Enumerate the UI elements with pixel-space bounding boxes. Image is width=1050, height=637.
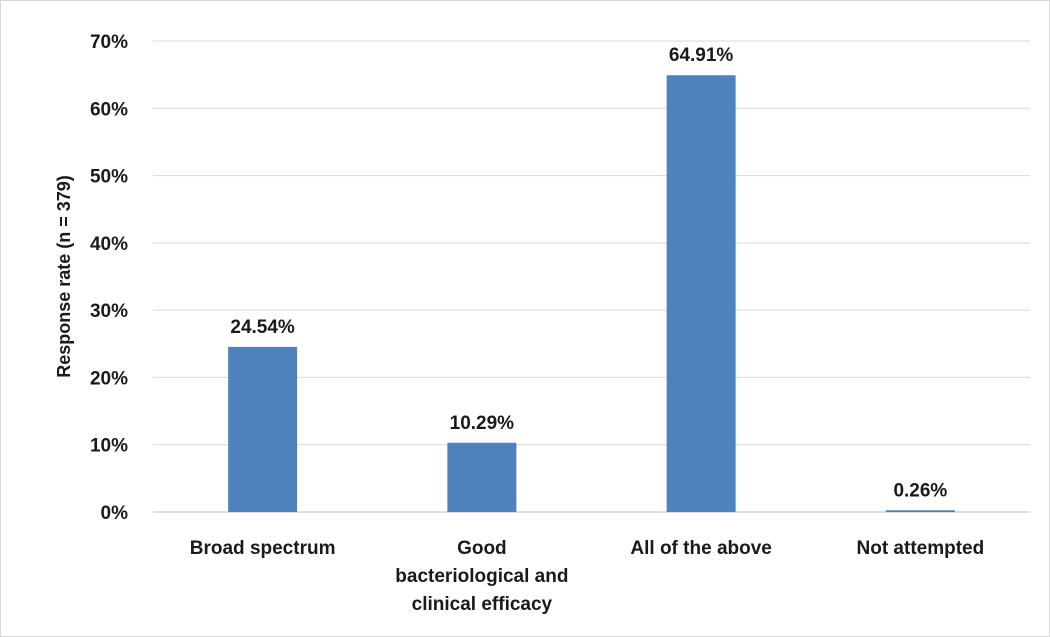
y-tick-label: 20% <box>90 368 128 389</box>
data-label: 64.91% <box>669 45 734 66</box>
bar <box>228 346 298 512</box>
y-axis-label: Response rate (n = 379) <box>54 175 74 378</box>
y-tick-label: 30% <box>90 301 128 322</box>
x-tick-label: bacteriological and <box>395 566 568 587</box>
y-tick-label: 50% <box>90 167 128 188</box>
x-tick-label: Not attempted <box>857 538 985 559</box>
x-tick-label: Good <box>457 538 507 559</box>
y-tick-label: 60% <box>90 99 128 120</box>
bar <box>885 510 955 512</box>
bar <box>447 442 517 512</box>
data-label: 24.54% <box>230 317 295 338</box>
y-tick-label: 0% <box>101 503 129 524</box>
x-tick-label: All of the above <box>630 538 771 559</box>
data-label: 10.29% <box>450 413 515 434</box>
data-label: 0.26% <box>893 480 947 501</box>
y-tick-label: 10% <box>90 436 128 457</box>
bar <box>666 75 736 513</box>
y-tick-label: 70% <box>90 32 128 53</box>
x-tick-label: clinical efficacy <box>412 594 553 615</box>
y-tick-label: 40% <box>90 234 128 255</box>
x-tick-label: Broad spectrum <box>190 538 336 559</box>
